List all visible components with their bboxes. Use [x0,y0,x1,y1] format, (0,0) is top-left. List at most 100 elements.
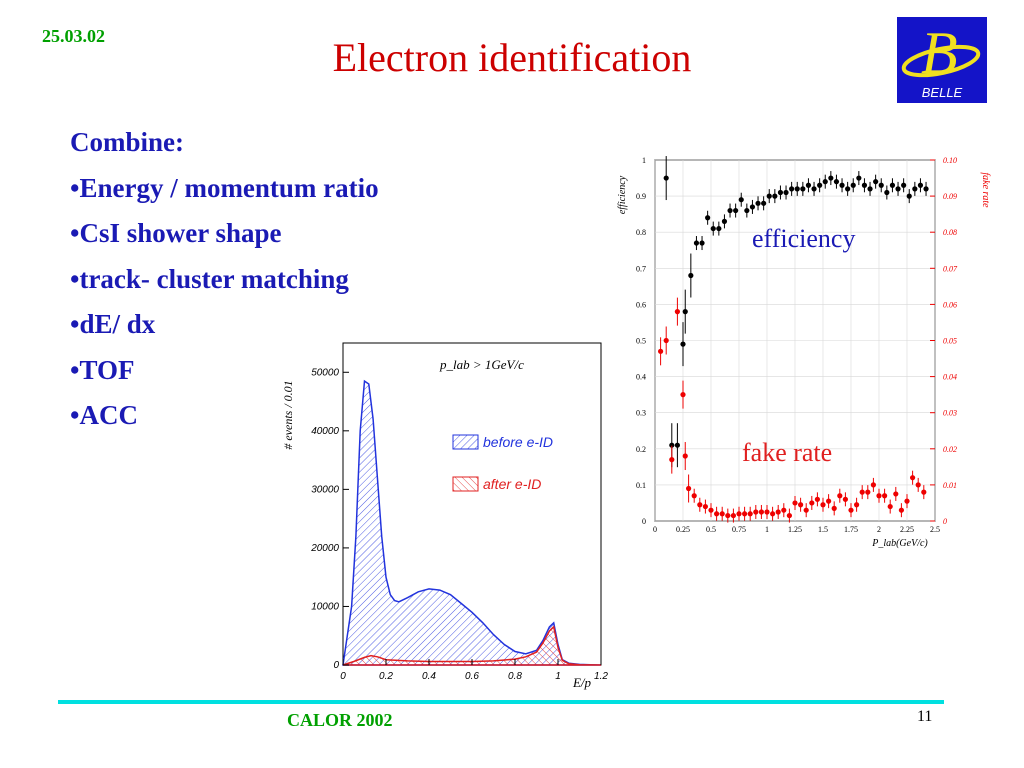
slide-title: Electron identification [332,35,692,80]
data-point [876,493,882,499]
data-point [663,337,669,344]
data-point [867,186,873,192]
data-point [854,502,860,508]
footer-rule [58,700,944,704]
data-point [781,507,787,513]
data-point [895,186,901,192]
data-point [761,200,767,206]
slide-date: 25.03.02 [42,26,105,46]
data-point [770,511,776,517]
data-point [842,496,848,502]
data-point [705,215,711,221]
data-point [848,507,854,513]
data-point [691,493,697,499]
y-tick-label: 20000 [310,543,339,554]
x-axis-label: E/p [572,675,592,690]
x-axis-label: P_lab(GeV/c) [871,538,928,549]
y2-tick-label: 0.04 [943,373,957,382]
x-tick-label: 2 [877,525,881,534]
data-point [669,457,675,463]
data-point [912,186,918,192]
data-point [803,507,809,513]
y-tick-label: 0.1 [636,481,646,490]
y-tick-label: 50000 [311,367,339,378]
legend-label: before e-ID [483,434,553,450]
x-tick-label: 1.2 [594,671,608,682]
data-point [708,507,714,513]
bullet-heading: Combine: [70,127,184,157]
data-point [783,189,789,196]
x-tick-label: 0.25 [676,525,690,534]
x-tick-label: 1 [555,671,561,682]
data-point [755,200,761,206]
y-tick-label: 0.4 [636,373,646,382]
data-point [805,182,812,188]
footer-conference: CALOR 2002 [287,710,393,730]
y-tick-label: 0 [333,660,339,671]
y2-tick-label: 0.09 [943,192,957,201]
data-point [917,182,924,188]
y-tick-label: 0.2 [636,445,646,454]
bullet-item: •Energy / momentum ratio [70,172,379,203]
data-point [758,509,764,515]
y-tick-label: 0 [642,517,646,526]
y2-tick-label: 0.05 [943,337,957,346]
data-point [753,509,759,515]
data-point [826,498,832,504]
x-tick-label: 1.75 [844,525,858,534]
y2-tick-label: 0.03 [943,409,957,418]
efficiency-annotation: efficiency [752,224,856,253]
data-point [828,175,834,181]
data-point [682,309,688,315]
data-point [850,182,856,188]
y2-tick-label: 0.08 [943,228,957,237]
data-point [822,179,828,185]
data-point [786,512,792,519]
data-point [749,204,756,210]
data-point [898,507,904,513]
data-point [710,225,716,232]
data-point [738,197,744,203]
y-tick-label: 1 [642,156,646,165]
data-point [845,186,851,192]
y2-tick-label: 0.01 [943,481,957,490]
data-point [921,489,927,495]
y2-tick-label: 0 [943,517,947,526]
data-point [697,502,703,508]
y-tick-label: 0.9 [636,192,646,201]
data-point [730,512,736,519]
data-point [878,182,884,188]
bullet-item: •dE/ dx [70,309,156,339]
y-axis-label: efficiency [617,175,628,214]
data-point [719,511,725,517]
data-point [798,502,804,508]
data-point [686,485,692,492]
data-point [744,207,750,214]
y-tick-label: 0.3 [636,409,646,418]
data-point [775,509,781,515]
x-tick-label: 0 [653,525,657,534]
data-point [688,272,694,279]
y2-tick-label: 0.02 [943,445,957,454]
data-point [702,503,708,510]
x-tick-label: 1.25 [788,525,802,534]
data-point [870,482,876,488]
data-point [820,502,826,508]
y-tick-label: 10000 [311,601,339,612]
x-tick-label: 0.2 [379,671,393,682]
bullet-item: •ACC [70,400,138,430]
data-point [839,182,845,188]
data-point [699,240,705,246]
belle-logo: B BELLE [897,17,987,103]
data-point [789,186,795,192]
data-point [901,182,907,188]
data-point [923,186,929,192]
page-number: 11 [917,708,933,725]
y2-tick-label: 0.06 [943,300,957,309]
x-tick-label: 0.5 [706,525,716,534]
x-tick-label: 2.25 [900,525,914,534]
legend-label: after e-ID [483,476,541,492]
data-point [733,207,739,214]
data-point [831,505,837,511]
data-point [887,503,893,510]
